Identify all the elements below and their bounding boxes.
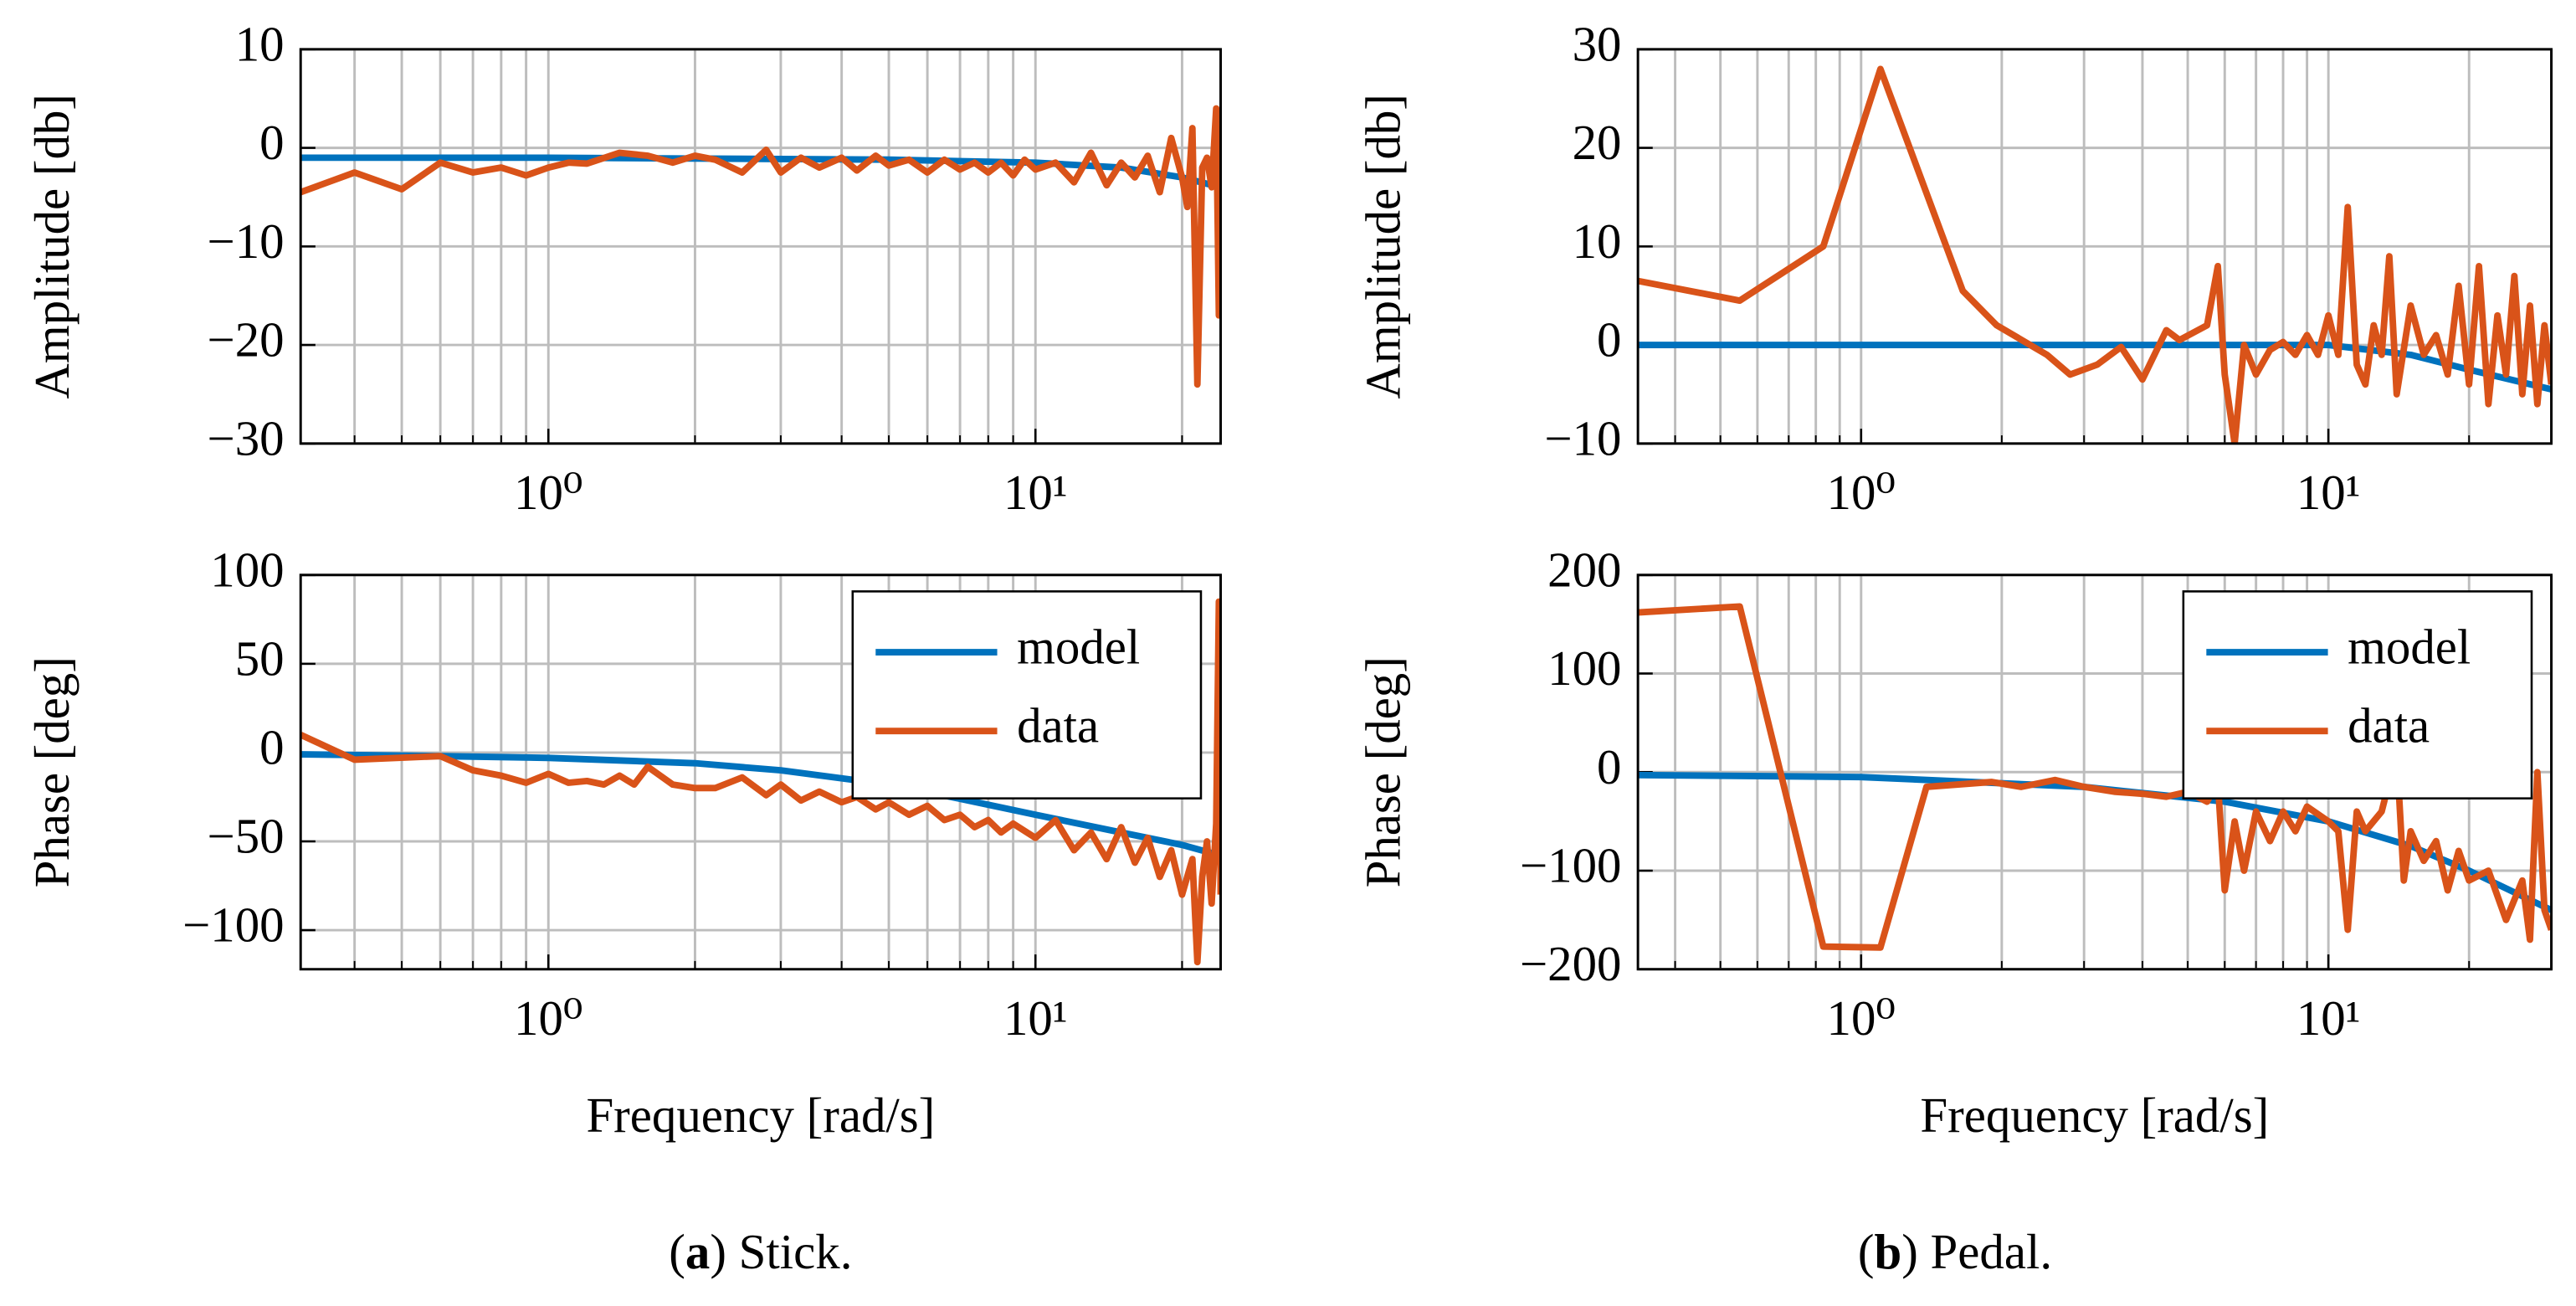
x-tick-label: 10¹ [2296, 991, 2361, 1046]
axes-frame [299, 573, 1222, 971]
y-axis-label: Amplitude [db] [1356, 94, 1410, 398]
y-tick-label: −200 [1520, 937, 1622, 991]
y-tick-label: 10 [1573, 214, 1622, 269]
x-tick-label: 10⁰ [1827, 991, 1896, 1046]
y-tick-label: 50 [235, 631, 285, 686]
series-line [1638, 771, 2552, 913]
plot: 10⁰ 10¹ −100 −50 0 50 100 Phase [deg] Frequency … [25, 542, 1222, 1143]
y-tick-label: 100 [210, 542, 284, 597]
y-tick-label: 30 [1573, 17, 1622, 71]
x-axis-label: Frequency [rad/s] [586, 1088, 935, 1143]
caption-text: ) Stick. [710, 1225, 852, 1279]
legend-box [2182, 590, 2533, 800]
y-tick-label: 20 [1573, 116, 1622, 170]
caption-letter: a [685, 1225, 710, 1279]
series-line [300, 598, 1221, 966]
caption-open: ( [669, 1225, 685, 1279]
y-tick-label: −100 [182, 898, 285, 953]
y-tick-label: −10 [1544, 411, 1621, 465]
axes-frame [299, 48, 1222, 445]
series-line [1638, 342, 2552, 393]
caption-text: ) Pedal. [1901, 1225, 2052, 1279]
x-tick-label: 10⁰ [514, 465, 582, 520]
x-tick-label: 10¹ [2296, 465, 2361, 520]
caption-a: (a) Stick. [669, 1225, 852, 1279]
legend-label: data [1017, 699, 1099, 753]
y-tick-label: 0 [1597, 313, 1621, 368]
y-tick-label: −30 [208, 411, 285, 465]
y-tick-label: 0 [1597, 740, 1621, 794]
series-line [1638, 65, 2552, 444]
plot: 10⁰ 10¹ −10 0 10 20 30 Amplitude [db] [1356, 17, 2553, 520]
y-axis-label: Amplitude [db] [25, 94, 80, 398]
series-line [1638, 603, 2552, 951]
y-tick-label: −100 [1520, 839, 1622, 893]
y-tick-label: 200 [1547, 542, 1621, 597]
legend-label: model [1017, 620, 1140, 675]
x-tick-label: 10¹ [1003, 465, 1068, 520]
y-tick-label: −50 [208, 810, 285, 864]
plot: 10⁰ 10¹ −30 −20 −10 0 10 Amplitude [db] [25, 17, 1222, 520]
y-tick-label: −20 [208, 313, 285, 368]
axes-frame [1636, 573, 2553, 971]
y-tick-label: 0 [259, 720, 284, 774]
y-tick-label: 100 [1547, 641, 1621, 696]
plot: 10⁰ 10¹ −200 −100 0 100 200 Phase [deg] Frequenc… [1356, 542, 2553, 1143]
caption-letter: b [1874, 1225, 1901, 1279]
x-axis-label: Frequency [rad/s] [1920, 1088, 2269, 1143]
x-tick-label: 10⁰ [1827, 465, 1896, 520]
legend-box [851, 590, 1203, 800]
axes-frame [1636, 48, 2553, 445]
legend-label: data [2348, 699, 2430, 753]
series-line [300, 105, 1221, 388]
x-tick-label: 10¹ [1003, 991, 1068, 1046]
caption-open: ( [1858, 1225, 1875, 1279]
legend-label: model [2348, 620, 2471, 675]
x-tick-label: 10⁰ [514, 991, 582, 1046]
y-tick-label: 0 [259, 116, 284, 170]
y-tick-label: 10 [235, 17, 285, 71]
y-axis-label: Phase [deg] [25, 656, 80, 887]
y-tick-label: −10 [208, 214, 285, 269]
caption-b: (b) Pedal. [1858, 1225, 2052, 1279]
y-axis-label: Phase [deg] [1356, 656, 1410, 887]
